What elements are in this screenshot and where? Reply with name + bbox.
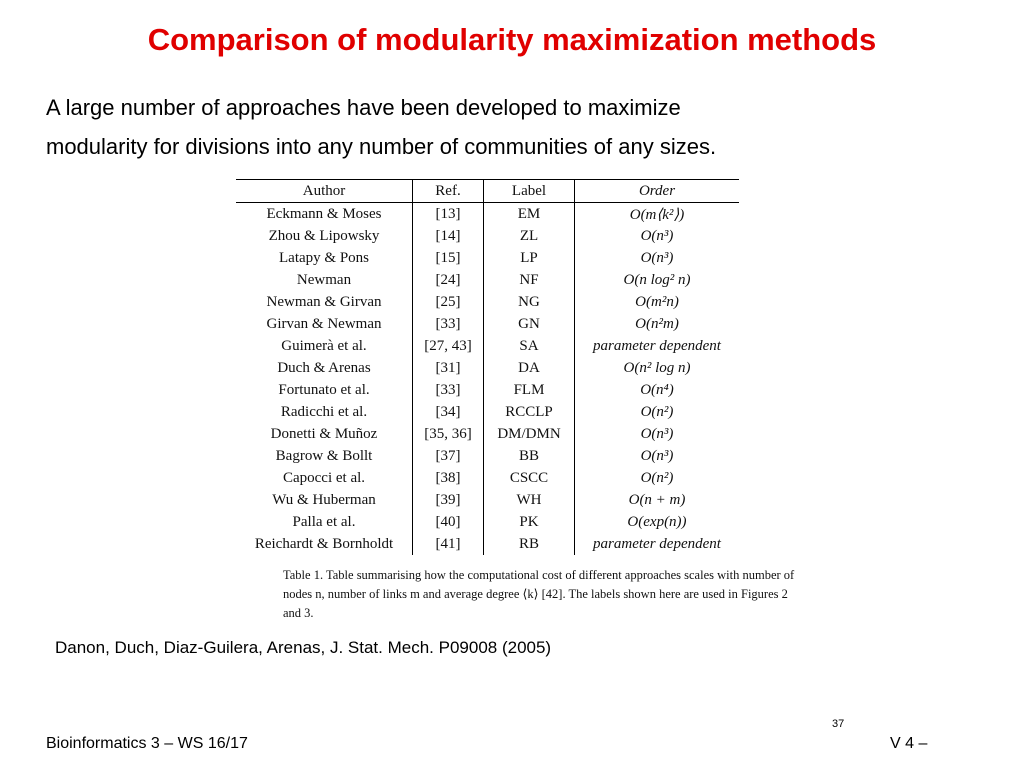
table-cell: Newman & Girvan [236,291,413,313]
table-cell: LP [483,247,575,269]
table-cell: GN [483,313,575,335]
table-row: Duch & Arenas [31] DA O(n² log n) [236,357,739,379]
table-cell: O(exp(n)) [627,513,687,530]
table-row: Capocci et al. [38] CSCC O(n²) [236,467,739,489]
table-row: Girvan & Newman [33] GN O(n²m) [236,313,739,335]
table-body: Eckmann & Moses [13] EM O(m⟨k²⟩) Zhou & Lipo… [236,202,739,555]
table-cell: O(n⁴) [640,381,674,398]
table-cell: Fortunato et al. [236,379,413,401]
table-cell: FLM [483,379,575,401]
table-cell: Capocci et al. [236,467,413,489]
table-cell: PK [483,511,575,533]
table-row: Donetti & Muñoz [35, 36] DM/DMN O(n³) [236,423,739,445]
table-cell: [39] [412,489,484,511]
table-cell: O(n²m) [635,315,679,332]
slide-title: Comparison of modularity maximization me… [147,22,877,57]
table-row: Wu & Huberman [39] WH O(n + m) [236,489,739,511]
table-cell: O(n + m) [628,491,686,508]
table-caption: Table 1. Table summarising how the compu… [283,568,795,620]
table-cell: [41] [412,533,484,555]
table-cell: O(n²) [640,469,674,486]
intro-text: A large number of approaches have been d… [46,88,946,166]
table-cell: ZL [483,225,575,247]
table-cell: BB [483,445,575,467]
table-row: Fortunato et al. [33] FLM O(n⁴) [236,379,739,401]
table-cell: [14] [412,225,484,247]
table-row: Bagrow & Bollt [37] BB O(n³) [236,445,739,467]
table-cell: [34] [412,401,484,423]
table-cell: Newman [236,269,413,291]
table-cell: O(n³) [640,227,674,244]
table-cell: O(m²n) [635,293,679,310]
table-row: Reichardt & Bornholdt [41] RB parameter dep… [236,533,739,555]
table-cell: O(n³) [640,425,674,442]
table-cell: [27, 43] [412,335,484,357]
table-cell: O(m⟨k²⟩) [629,206,685,223]
table-row: Newman [24] NF O(n log² n) [236,269,739,291]
table-cell: DM/DMN [483,423,575,445]
table-cell: parameter dependent [593,337,721,354]
table-row: Radicchi et al. [34] RCCLP O(n²) [236,401,739,423]
table-cell: O(n³) [640,249,674,266]
column-header: Label [483,179,575,203]
methods-table: Author Ref. Label Order Eckmann & Moses [13]… [236,179,739,555]
citation: Danon, Duch, Diaz-Guilera, Arenas, J. St… [55,638,552,657]
table-cell: Bagrow & Bollt [236,445,413,467]
table-cell: Zhou & Lipowsky [236,225,413,247]
table-row: Zhou & Lipowsky [14] ZL O(n³) [236,225,739,247]
table-row: Newman & Girvan [25] NG O(m²n) [236,291,739,313]
table-cell: WH [483,489,575,511]
table-cell: EM [483,202,575,225]
table-cell: Wu & Huberman [236,489,413,511]
table-cell: [35, 36] [412,423,484,445]
footer-lecture: V 4 – [890,735,928,752]
table-cell: RCCLP [483,401,575,423]
table-header: Author Ref. Label Order [236,179,739,203]
table-row: Palla et al. [40] PK O(exp(n)) [236,511,739,533]
table-cell: parameter dependent [593,535,721,552]
table-cell: [15] [412,247,484,269]
table-cell: Latapy & Pons [236,247,413,269]
table-cell: Girvan & Newman [236,313,413,335]
column-header: Ref. [412,179,484,203]
table-cell: [40] [412,511,484,533]
column-header: Order [574,179,739,203]
intro-line: A large number of approaches have been d… [46,95,681,120]
table-cell: Radicchi et al. [236,401,413,423]
table-cell: O(n log² n) [623,271,691,288]
table-cell: [25] [412,291,484,313]
table-cell: O(n²) [640,403,674,420]
table-cell: [24] [412,269,484,291]
table-cell: O(n³) [640,447,674,464]
table-cell: NF [483,269,575,291]
table-row: Latapy & Pons [15] LP O(n³) [236,247,739,269]
table-cell: [38] [412,467,484,489]
table-cell: [13] [412,202,484,225]
table-cell: Reichardt & Bornholdt [236,533,413,555]
table-cell: DA [483,357,575,379]
table-cell: RB [483,533,575,555]
table-cell: [37] [412,445,484,467]
table-cell: Palla et al. [236,511,413,533]
table-cell: Guimerà et al. [236,335,413,357]
table-cell: CSCC [483,467,575,489]
table-cell: SA [483,335,575,357]
table-cell: Duch & Arenas [236,357,413,379]
page-number: 37 [832,718,845,730]
table-cell: [33] [412,379,484,401]
table-cell: [31] [412,357,484,379]
table-cell: O(n² log n) [623,359,691,376]
table-cell: NG [483,291,575,313]
table-row: Guimerà et al. [27, 43] SA parameter depend… [236,335,739,357]
intro-line: modularity for divisions into any number… [46,134,717,159]
footer-course: Bioinformatics 3 – WS 16/17 [46,735,248,752]
table-cell: [33] [412,313,484,335]
column-header: Author [236,179,413,203]
table-row: Eckmann & Moses [13] EM O(m⟨k²⟩) [236,202,739,225]
table-cell: Donetti & Muñoz [236,423,413,445]
table-cell: Eckmann & Moses [236,202,413,225]
